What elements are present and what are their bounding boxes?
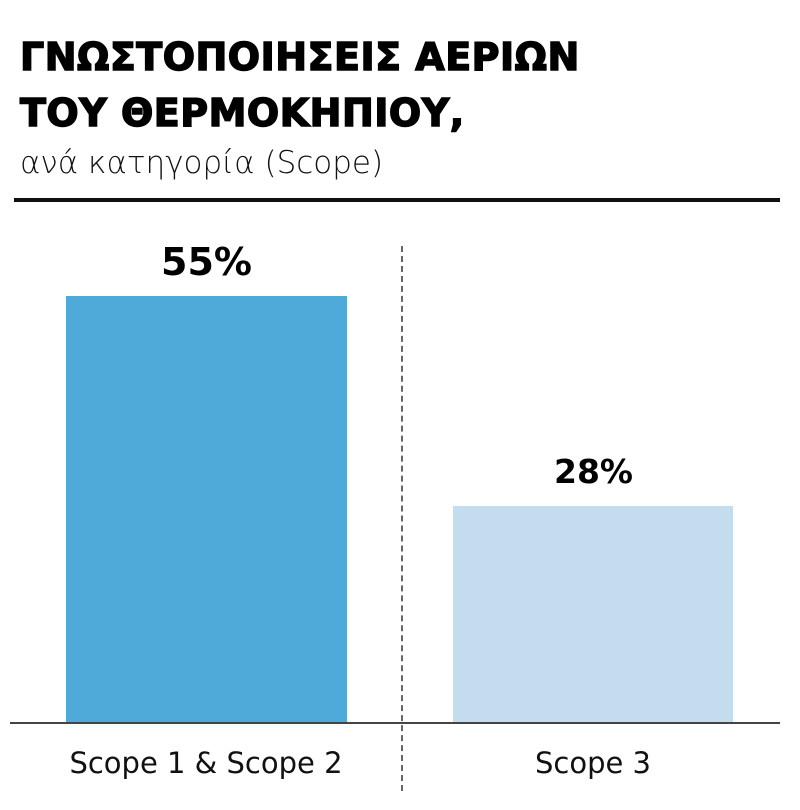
chart-title-line1: ΓΝΩΣΤΟΠΟΙΗΣΕΙΣ ΑΕΡΙΩΝ — [19, 35, 580, 79]
category-divider — [401, 246, 403, 791]
bar-value-label: 28% — [554, 452, 633, 491]
chart-title-line2: ΤΟΥ ΘΕΡΜΟΚΗΠΙΟΥ, — [19, 91, 465, 135]
bar-scope-1-2 — [66, 296, 347, 723]
header-rule — [14, 198, 780, 202]
x-axis-baseline — [10, 722, 780, 724]
bar-value-label: 55% — [161, 240, 252, 284]
category-label: Scope 1 & Scope 2 — [69, 746, 343, 780]
bar-scope-3 — [453, 506, 733, 723]
chart-subtitle: ανά κατηγορία (Scope) — [20, 145, 384, 181]
category-label: Scope 3 — [534, 746, 651, 780]
